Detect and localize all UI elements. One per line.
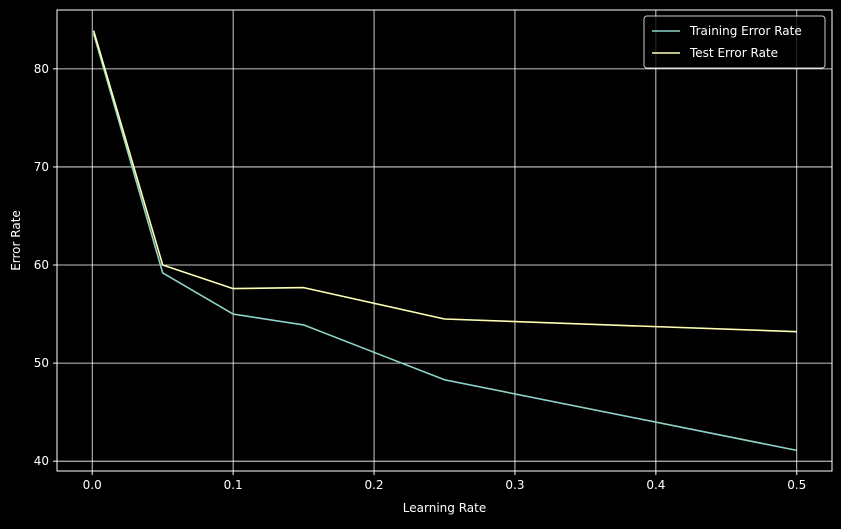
y-tick-label: 50 bbox=[34, 356, 49, 370]
legend: Training Error Rate Test Error Rate bbox=[643, 15, 826, 69]
x-tick-label: 0.1 bbox=[224, 478, 243, 492]
legend-box bbox=[643, 15, 826, 69]
x-axis-label: Learning Rate bbox=[403, 501, 486, 515]
series-line-test-error-rate bbox=[92, 30, 797, 333]
x-tick-label: 0.2 bbox=[364, 478, 383, 492]
y-axis-label: Error Rate bbox=[9, 210, 23, 271]
grid-lines bbox=[57, 10, 832, 471]
plot-frame bbox=[56, 9, 833, 472]
legend-label: Training Error Rate bbox=[689, 24, 802, 38]
x-tick-label: 0.5 bbox=[787, 478, 806, 492]
x-tick-label: 0.4 bbox=[646, 478, 665, 492]
series-lines bbox=[92, 30, 797, 452]
y-axis: 40 50 60 70 80 bbox=[34, 62, 57, 468]
y-tick-label: 70 bbox=[34, 160, 49, 174]
y-tick-label: 60 bbox=[34, 258, 49, 272]
y-tick-label: 80 bbox=[34, 62, 49, 76]
legend-label: Test Error Rate bbox=[689, 46, 778, 60]
series-line-training-error-rate bbox=[92, 33, 797, 452]
x-tick-label: 0.0 bbox=[83, 478, 102, 492]
x-axis: 0.0 0.1 0.2 0.3 0.4 0.5 bbox=[83, 471, 806, 492]
y-tick-label: 40 bbox=[34, 454, 49, 468]
x-tick-label: 0.3 bbox=[505, 478, 524, 492]
